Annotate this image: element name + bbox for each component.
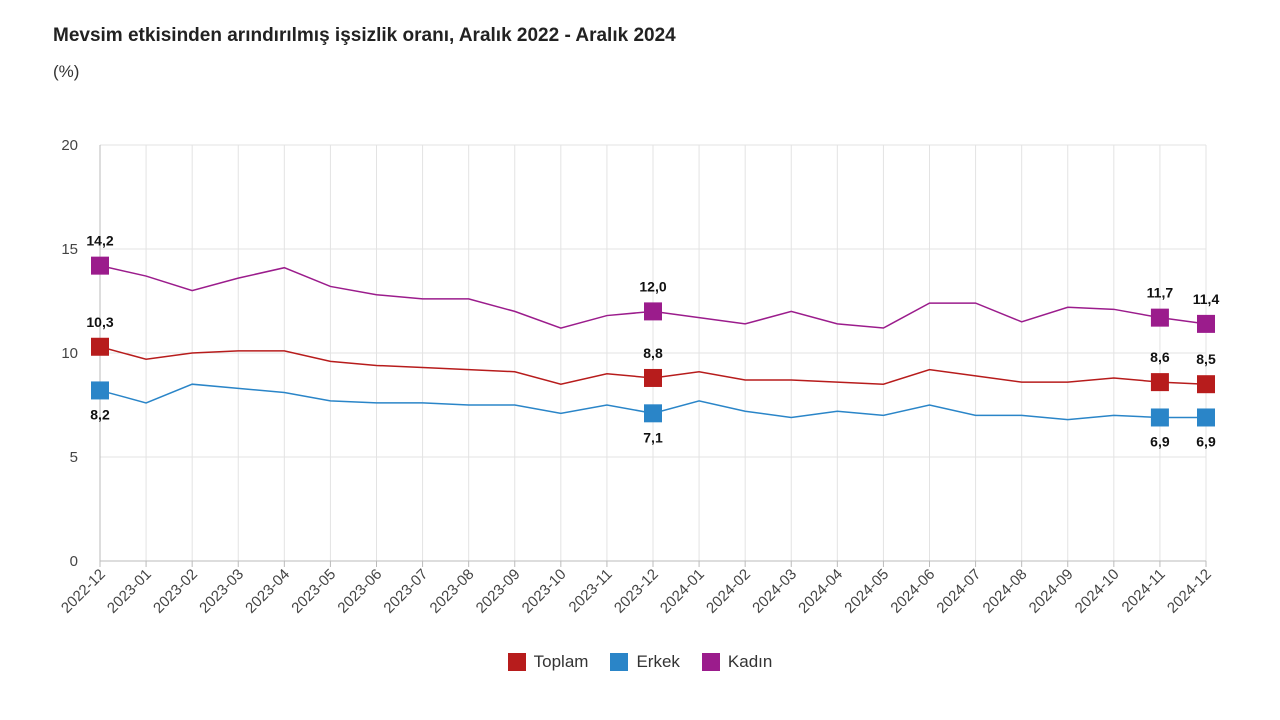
x-tick-label: 2023-03: [196, 566, 247, 617]
legend-label-kadin: Kadın: [727, 652, 773, 671]
y-tick-label: 5: [70, 449, 78, 466]
data-marker-toplam: [644, 368, 662, 387]
data-marker-erkek: [91, 381, 109, 400]
x-tick-label: 2023-04: [242, 566, 293, 617]
data-marker-erkek: [644, 404, 662, 423]
x-tick-label: 2023-05: [288, 566, 339, 617]
x-tick-label: 2023-12: [611, 566, 662, 617]
data-marker-kadin: [91, 256, 109, 275]
x-tick-label: 2024-04: [795, 566, 846, 617]
chart-subtitle: (%): [53, 62, 80, 81]
x-tick-label: 2024-12: [1164, 566, 1215, 617]
data-label-erkek: 6,9: [1196, 433, 1216, 449]
x-tick-label: 2023-02: [150, 566, 201, 617]
legend: Toplam Erkek Kadın: [0, 652, 1280, 672]
x-tick-label: 2023-06: [334, 566, 385, 617]
y-tick-label: 20: [61, 137, 78, 154]
x-tick-label: 2024-01: [657, 566, 708, 617]
x-tick-label: 2024-03: [749, 566, 800, 617]
x-tick-label: 2024-08: [980, 566, 1031, 617]
legend-label-toplam: Toplam: [533, 652, 589, 671]
data-marker-kadin: [1150, 308, 1169, 327]
data-label-kadin: 12,0: [639, 278, 666, 294]
x-tick-label: 2022-12: [58, 566, 109, 617]
x-tick-label: 2024-06: [887, 566, 938, 617]
x-tick-label: 2024-09: [1026, 566, 1077, 617]
x-tick-label: 2024-10: [1072, 566, 1123, 617]
x-tick-label: 2024-02: [703, 566, 754, 617]
x-tick-label: 2024-05: [841, 566, 892, 617]
data-marker-kadin: [1197, 314, 1215, 333]
data-label-erkek: 8,2: [90, 406, 110, 422]
data-label-erkek: 6,9: [1150, 433, 1170, 449]
data-label-toplam: 10,3: [86, 314, 113, 330]
data-label-kadin: 11,7: [1147, 285, 1174, 301]
data-label-toplam: 8,5: [1196, 351, 1216, 367]
legend-item-kadin[interactable]: Kadın: [701, 652, 773, 672]
legend-label-erkek: Erkek: [636, 652, 680, 671]
y-tick-label: 10: [61, 345, 78, 362]
data-marker-toplam: [1197, 375, 1215, 394]
legend-swatch-toplam: [507, 653, 526, 671]
x-tick-label: 2023-10: [519, 566, 570, 617]
x-tick-label: 2023-07: [380, 566, 431, 617]
y-tick-label: 15: [61, 241, 78, 258]
data-label-toplam: 8,8: [643, 345, 663, 361]
x-tick-label: 2023-11: [566, 566, 616, 616]
data-marker-toplam: [91, 337, 109, 356]
data-label-toplam: 8,6: [1150, 349, 1170, 365]
data-marker-erkek: [1150, 408, 1169, 427]
data-label-kadin: 14,2: [86, 233, 113, 249]
data-label-erkek: 7,1: [643, 429, 663, 445]
data-label-kadin: 11,4: [1193, 291, 1220, 307]
x-tick-label: 2023-09: [473, 566, 524, 617]
x-tick-label: 2023-01: [104, 566, 155, 617]
x-tick-label: 2024-11: [1119, 566, 1169, 616]
y-tick-label: 0: [70, 553, 78, 570]
data-marker-kadin: [644, 302, 662, 321]
legend-item-erkek[interactable]: Erkek: [610, 652, 680, 672]
x-tick-label: 2023-08: [427, 566, 478, 617]
x-tick-label: 2024-07: [933, 566, 984, 617]
legend-swatch-kadin: [701, 653, 720, 671]
legend-swatch-erkek: [610, 653, 629, 671]
data-marker-toplam: [1150, 373, 1169, 392]
chart-title: Mevsim etkisinden arındırılmış işsizlik …: [53, 25, 676, 46]
legend-item-toplam[interactable]: Toplam: [507, 652, 589, 672]
data-marker-erkek: [1197, 408, 1215, 427]
